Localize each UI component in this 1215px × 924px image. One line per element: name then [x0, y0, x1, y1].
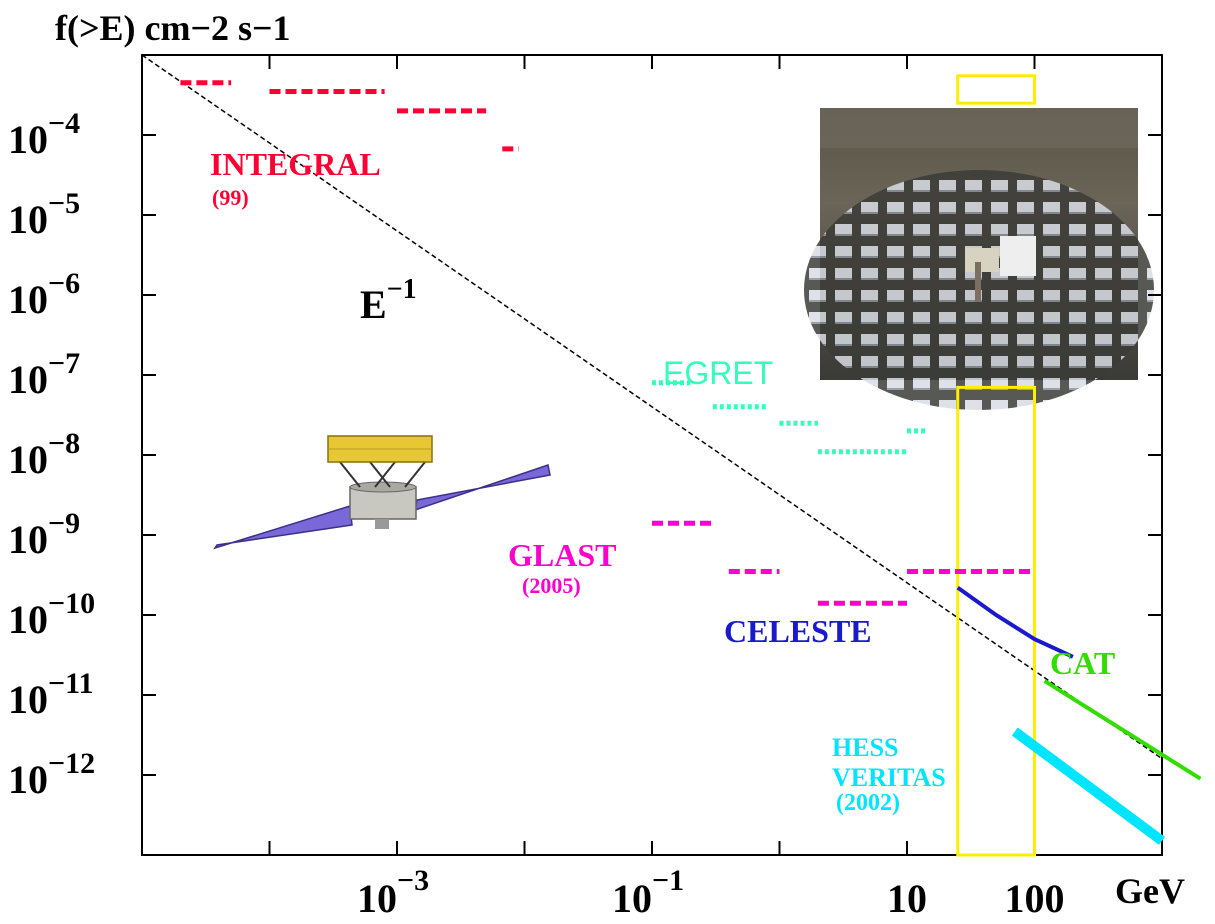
- y-tick-label-0: 10−4: [8, 107, 80, 162]
- hess-veritas-segment-0: [1011, 727, 1165, 845]
- x-tick-label-3: 100: [1005, 876, 1065, 921]
- celeste-label: CELESTE: [724, 613, 872, 649]
- y-tick-label-7: 10−11: [8, 667, 93, 722]
- y-tick-label-8: 10−12: [8, 747, 95, 802]
- veritas-label: VERITAS: [832, 763, 946, 792]
- solar-tower-photo: [804, 108, 1154, 410]
- x-axis-label: GeV: [1115, 871, 1185, 911]
- e-inverse-line: [141, 54, 1163, 760]
- celeste-segment-0: [956, 585, 1074, 659]
- glast-label: GLAST: [508, 537, 616, 573]
- y-tick-label-3: 10−7: [8, 347, 80, 402]
- y-tick-label-1: 10−5: [8, 187, 80, 242]
- integral-label: INTEGRAL: [210, 146, 381, 182]
- cat-label: CAT: [1050, 645, 1115, 681]
- e-inverse-exp: −1: [387, 274, 417, 305]
- upper-box: [956, 74, 1037, 105]
- e-inverse-base: E: [360, 282, 387, 327]
- y-tick-label-6: 10−10: [8, 587, 95, 642]
- y-tick-label-4: 10−8: [8, 427, 80, 482]
- chart-title: f(>E) cm−2 s−1: [55, 8, 291, 48]
- satellite-illustration: [213, 435, 551, 550]
- hess-sublabel: (2002): [836, 790, 900, 816]
- glast-sublabel: (2005): [522, 573, 581, 598]
- integral-sublabel: (99): [212, 185, 249, 210]
- y-tick-label-5: 10−9: [8, 507, 80, 562]
- y-tick-label-2: 10−6: [8, 267, 80, 322]
- hess-label: HESS: [832, 733, 899, 762]
- lower-box: [956, 385, 1037, 857]
- e-inverse-label: E−1: [360, 274, 417, 327]
- x-tick-label-0: 10−3: [357, 864, 429, 921]
- x-tick-label-1: 10−1: [612, 864, 684, 921]
- egret-label: EGRET: [663, 355, 773, 391]
- x-tick-label-2: 10: [887, 876, 927, 921]
- cat-segment-0: [1043, 679, 1202, 781]
